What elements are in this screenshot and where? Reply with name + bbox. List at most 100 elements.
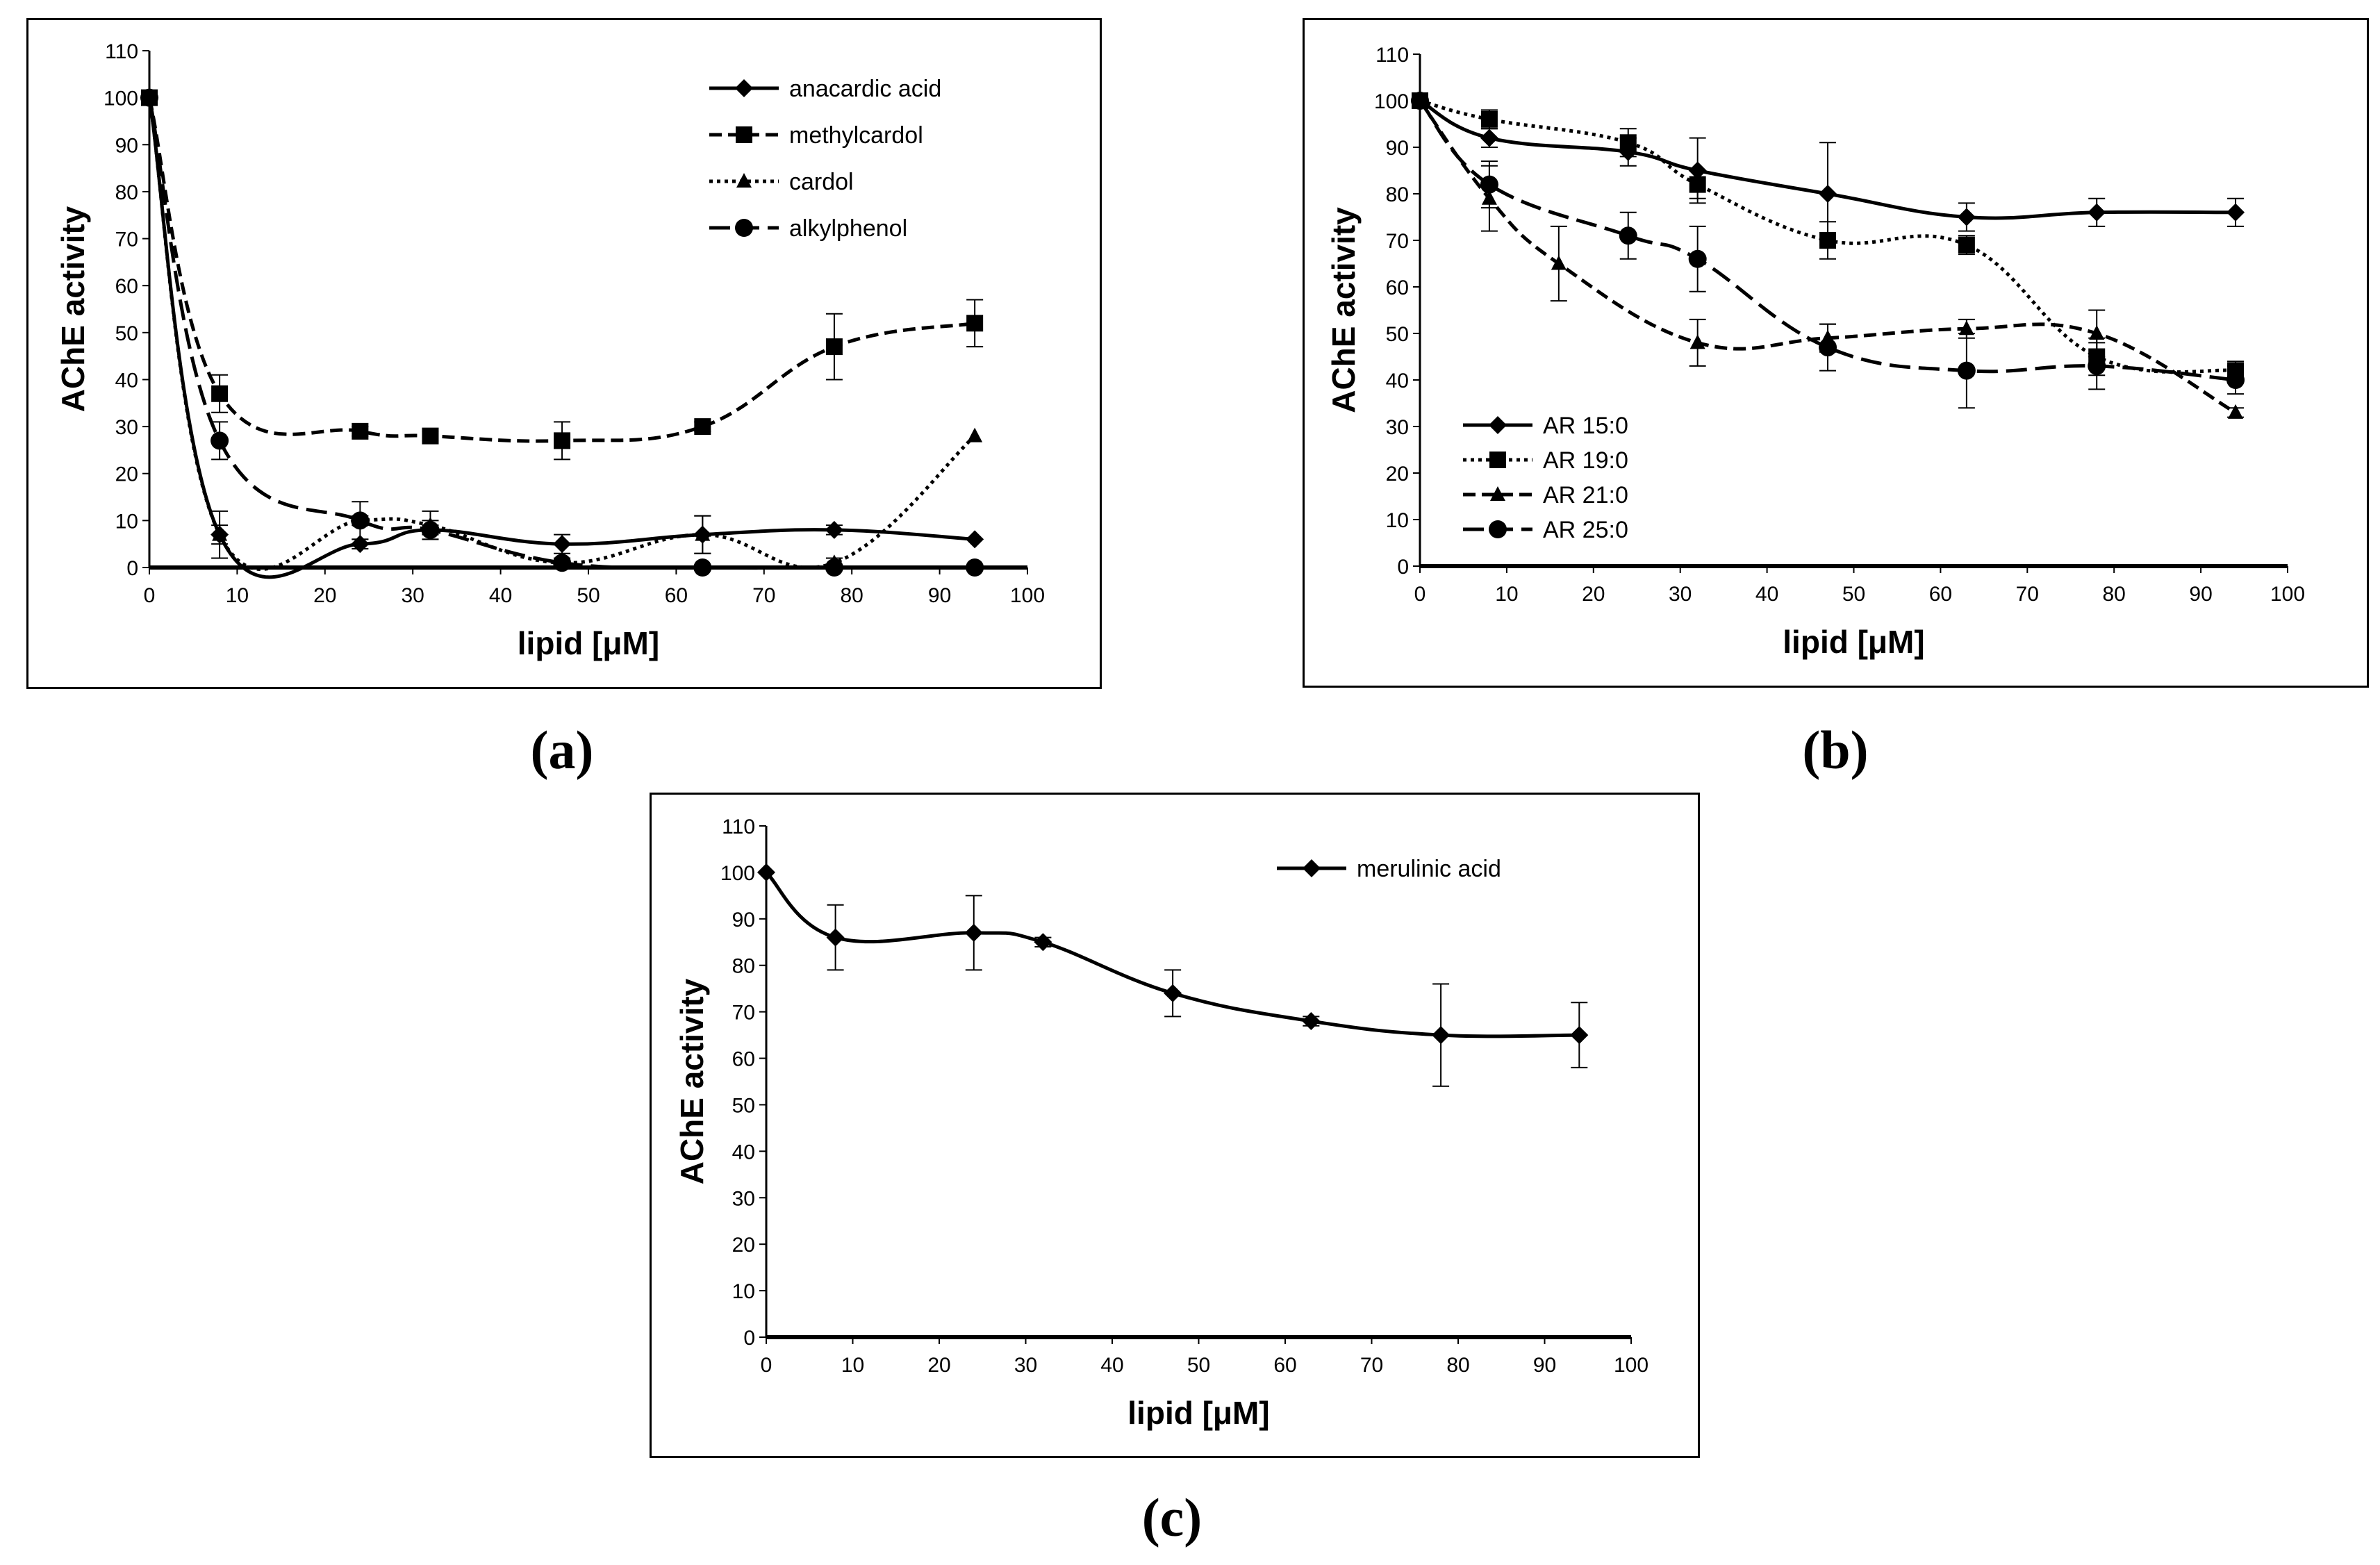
legend-label: merulinic acid bbox=[1357, 856, 1501, 882]
y-tick-label: 10 bbox=[732, 1280, 755, 1303]
series-line bbox=[1419, 99, 2236, 382]
data-point bbox=[1551, 255, 1567, 270]
data-point bbox=[1480, 129, 1498, 147]
data-point bbox=[1957, 361, 1976, 380]
y-tick-label: 10 bbox=[115, 510, 138, 533]
y-tick-label: 80 bbox=[1386, 183, 1409, 206]
legend-label: methylcardol bbox=[789, 122, 923, 149]
y-tick-label: 0 bbox=[126, 557, 138, 580]
data-point bbox=[351, 511, 370, 530]
data-point bbox=[693, 558, 712, 577]
data-point bbox=[1164, 984, 1182, 1002]
y-tick-label: 40 bbox=[1386, 370, 1409, 392]
data-point bbox=[1819, 232, 1837, 249]
legend-marker bbox=[736, 173, 752, 188]
y-tick-label: 100 bbox=[104, 88, 138, 110]
legend-label: AR 19:0 bbox=[1543, 447, 1628, 474]
x-tick-label: 40 bbox=[1755, 583, 1778, 606]
legend-marker bbox=[736, 126, 752, 143]
y-tick-label: 30 bbox=[732, 1187, 755, 1210]
series-line bbox=[765, 871, 1580, 1038]
data-point bbox=[1819, 338, 1837, 357]
x-tick-label: 80 bbox=[2103, 583, 2126, 606]
y-tick-label: 110 bbox=[1375, 44, 1409, 67]
legend-label: AR 15:0 bbox=[1543, 413, 1628, 439]
data-point bbox=[825, 520, 843, 539]
legend-marker bbox=[735, 79, 753, 97]
y-tick-label: 0 bbox=[743, 1327, 755, 1350]
chart-panel-a: 0 10 20 30 40 50 60 70 80 90 100 110 0 10 20 30 40 50 60 70… bbox=[26, 18, 1102, 689]
x-tick-label: 30 bbox=[1669, 583, 1692, 606]
x-tick-label: 80 bbox=[841, 584, 863, 607]
data-point bbox=[757, 863, 775, 881]
y-tick-label: 100 bbox=[1374, 90, 1409, 113]
y-tick-label: 0 bbox=[1397, 556, 1409, 579]
legend-label: AR 21:0 bbox=[1543, 482, 1628, 508]
chart-panel-c: 0 10 20 30 40 50 60 70 80 90 100 110 0 10 20 30 40 50 60 70… bbox=[650, 793, 1700, 1458]
data-point bbox=[1619, 134, 1637, 151]
y-tick-label: 80 bbox=[115, 181, 138, 204]
data-point bbox=[553, 535, 572, 554]
data-point bbox=[2228, 404, 2244, 419]
caption-b: (b) bbox=[1802, 720, 1869, 780]
data-point bbox=[1689, 176, 1706, 193]
x-tick-label: 90 bbox=[2189, 583, 2212, 606]
y-tick-label: 50 bbox=[115, 322, 138, 345]
y-tick-label: 30 bbox=[1386, 416, 1409, 439]
x-tick-label: 10 bbox=[841, 1354, 864, 1377]
y-tick-label: 70 bbox=[115, 229, 138, 251]
data-point bbox=[1688, 249, 1707, 268]
legend: AR 15:0 AR 19:0 AR 21:0 AR 25:0 bbox=[1463, 413, 1628, 543]
legend-label: cardol bbox=[789, 169, 854, 195]
series-ar-21-0 bbox=[1412, 92, 2245, 419]
x-tick-label: 30 bbox=[1014, 1354, 1037, 1377]
data-point bbox=[1480, 110, 1498, 128]
y-tick-label: 30 bbox=[115, 416, 138, 439]
series-anacardic-acid bbox=[140, 88, 984, 579]
data-point bbox=[1034, 933, 1052, 952]
y-tick-label: 40 bbox=[732, 1141, 755, 1164]
series-merulinic-acid bbox=[757, 863, 1589, 1087]
series-alkylphenol bbox=[140, 88, 984, 577]
y-tick-label: 70 bbox=[1386, 230, 1409, 253]
data-point bbox=[421, 520, 440, 539]
y-tick-label: 70 bbox=[732, 1002, 755, 1025]
y-tick-label: 110 bbox=[105, 40, 138, 63]
data-point bbox=[140, 88, 158, 107]
y-tick-label: 60 bbox=[1386, 276, 1409, 299]
x-tick-label: 70 bbox=[752, 584, 775, 607]
x-tick-label: 20 bbox=[1582, 583, 1605, 606]
data-point bbox=[554, 432, 571, 449]
data-point bbox=[2089, 325, 2105, 340]
x-tick-label: 10 bbox=[226, 584, 249, 607]
legend: merulinic acid bbox=[1277, 856, 1501, 882]
x-tick-label: 0 bbox=[1414, 583, 1426, 606]
data-point bbox=[2226, 371, 2245, 389]
y-tick-label: 90 bbox=[115, 134, 138, 157]
legend: anacardic acid methylcardol cardol alkylphe… bbox=[709, 76, 941, 242]
legend-marker bbox=[1489, 520, 1507, 538]
x-tick-label: 100 bbox=[1614, 1354, 1648, 1377]
x-tick-label: 50 bbox=[1842, 583, 1865, 606]
x-tick-label: 50 bbox=[1187, 1354, 1210, 1377]
data-point bbox=[1570, 1026, 1589, 1045]
data-point bbox=[694, 418, 711, 436]
y-tick-label: 60 bbox=[732, 1048, 755, 1071]
series-line bbox=[1418, 99, 2237, 415]
x-tick-label: 20 bbox=[927, 1354, 950, 1377]
y-tick-label: 100 bbox=[720, 862, 755, 885]
series-line bbox=[1419, 99, 2236, 374]
x-tick-label: 90 bbox=[1533, 1354, 1556, 1377]
data-point bbox=[966, 558, 984, 577]
x-tick-label: 60 bbox=[1273, 1354, 1296, 1377]
x-tick-label: 90 bbox=[928, 584, 951, 607]
data-point bbox=[1958, 236, 1975, 254]
x-tick-label: 50 bbox=[577, 584, 600, 607]
series-line bbox=[147, 97, 975, 443]
data-point bbox=[1957, 208, 1976, 226]
series-methylcardol bbox=[141, 89, 984, 461]
x-tick-label: 30 bbox=[402, 584, 424, 607]
data-point bbox=[1302, 1012, 1321, 1031]
y-axis-title: AChE activity bbox=[55, 206, 91, 412]
series-line bbox=[147, 97, 975, 570]
